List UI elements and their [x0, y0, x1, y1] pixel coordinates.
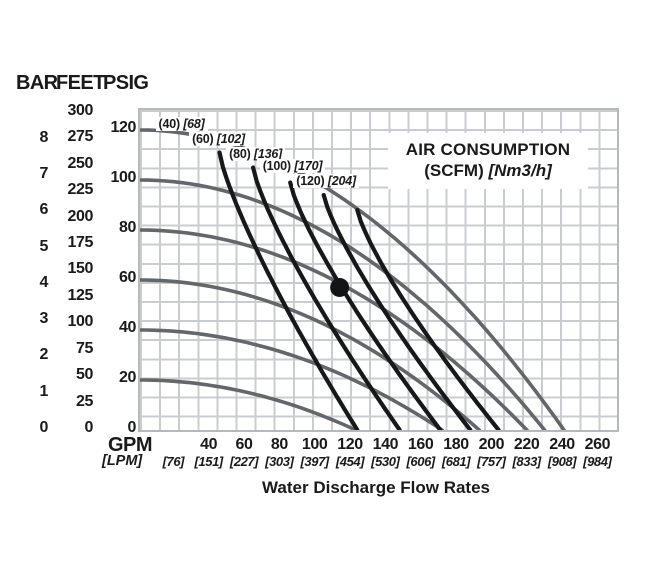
- psig-axis-tick: 120: [110, 119, 137, 136]
- legend-nm3h-unit: [Nm3/h]: [488, 161, 552, 181]
- air-curve-label: (120) [204]: [293, 174, 359, 188]
- bar-axis-tick: 4: [39, 273, 49, 291]
- air-curve-label-scfm: (40): [158, 116, 184, 131]
- psig-unit-label: PSIG: [103, 72, 149, 94]
- x-axis-title: Water Discharge Flow Rates: [262, 478, 490, 497]
- bar-axis-tick: 5: [39, 237, 49, 255]
- operating-point-dot: [330, 278, 350, 297]
- curves-canvas: [140, 128, 566, 430]
- bar-axis-tick: 8: [39, 128, 49, 146]
- air-curve-label-nm3h: [102]: [216, 131, 245, 146]
- bar-axis-tick: 3: [39, 310, 49, 328]
- bar-axis-tick: 0: [39, 419, 49, 436]
- bar-axis-tick: 1: [39, 382, 49, 400]
- feet-axis-tick: 75: [76, 339, 93, 357]
- bar-axis-tick: 2: [39, 346, 49, 364]
- gpm-tick-label: 160: [407, 436, 434, 453]
- psig-axis-tick: 60: [119, 269, 136, 286]
- psig-axis-tick: 40: [119, 319, 136, 336]
- bar-unit-label: BAR: [16, 72, 58, 94]
- legend-subtitle: (SCFM) [Nm3/h]: [390, 160, 586, 181]
- lpm-axis-label: [LPM]: [102, 453, 143, 469]
- air-consumption-curve: [251, 165, 402, 430]
- water-pressure-curve: [140, 178, 547, 430]
- feet-axis-tick: 150: [67, 260, 94, 278]
- legend-title: AIR CONSUMPTION: [405, 140, 571, 159]
- air-consumption-curve: [321, 192, 473, 430]
- feet-axis-tick: 25: [76, 392, 93, 410]
- pressure-units-header: BAR FEET PSIG: [16, 72, 149, 95]
- lpm-tick-label: [454]: [335, 454, 365, 469]
- psig-axis-tick: 80: [119, 219, 136, 236]
- feet-axis-tick: 200: [67, 207, 94, 225]
- feet-axis-tick: 0: [84, 419, 94, 436]
- air-consumption-curve: [288, 180, 443, 430]
- feet-axis-tick: 125: [67, 286, 94, 304]
- plot-area: AIR CONSUMPTION (SCFM) [Nm3/h] (40) [68]…: [138, 108, 619, 432]
- bar-axis-tick: 6: [39, 201, 49, 219]
- air-curve-label-scfm: (80): [229, 146, 254, 161]
- lpm-tick-label: [397]: [300, 454, 329, 469]
- air-consumption-legend: AIR CONSUMPTION (SCFM) [Nm3/h]: [388, 133, 588, 189]
- psig-axis-tick: 100: [110, 169, 137, 186]
- air-curve-label: (60) [102]: [189, 131, 248, 146]
- gpm-tick-label: 180: [443, 436, 469, 453]
- gpm-tick-label: 260: [584, 436, 611, 453]
- gpm-tick-label: 140: [372, 436, 399, 453]
- air-curve-label: (80) [136]: [226, 146, 286, 161]
- lpm-tick-label: [227]: [229, 454, 259, 469]
- lpm-tick-label: [151]: [194, 454, 223, 469]
- water-pressure-curve: [140, 378, 358, 430]
- air-curve-label: (40) [68]: [155, 116, 208, 131]
- air-curve-label-nm3h: [170]: [294, 159, 323, 173]
- gpm-tick-label: 40: [200, 436, 218, 453]
- feet-axis-tick: 225: [67, 181, 94, 199]
- bar-axis-tick: 7: [39, 164, 49, 182]
- feet-axis-tick: 50: [76, 366, 93, 384]
- feet-axis-tick: 275: [67, 128, 94, 146]
- air-curve-label-scfm: (60): [192, 131, 217, 146]
- air-curve-label-nm3h: [136]: [253, 146, 283, 161]
- psig-axis-tick: 20: [119, 369, 136, 386]
- gpm-tick-label: 120: [337, 436, 363, 453]
- feet-axis-tick: 250: [67, 154, 94, 172]
- gpm-tick-label: 220: [513, 436, 540, 453]
- feet-axis-tick: 100: [67, 313, 94, 331]
- lpm-tick-label: [908]: [547, 454, 577, 469]
- air-curve-label-scfm: (100): [262, 159, 295, 173]
- feet-unit-label: FEET: [56, 72, 105, 94]
- gpm-tick-label: 240: [549, 436, 575, 453]
- lpm-tick-label: [833]: [512, 454, 541, 469]
- lpm-tick-label: [530]: [371, 454, 400, 469]
- lpm-tick-label: [303]: [265, 454, 294, 469]
- lpm-tick-label: [757]: [477, 454, 506, 469]
- water-pressure-curve: [140, 278, 481, 430]
- lpm-tick-label: [76]: [162, 454, 185, 469]
- air-consumption-curve: [217, 150, 360, 430]
- air-curve-label-nm3h: [204]: [327, 174, 356, 188]
- air-consumption-curve: [355, 207, 501, 430]
- feet-axis-tick: 175: [67, 234, 94, 252]
- water-pressure-curve: [140, 228, 529, 430]
- lpm-tick-label: [681]: [441, 454, 471, 469]
- air-curve-label-nm3h: [68]: [183, 116, 205, 131]
- legend-scfm-unit: (SCFM): [424, 161, 484, 181]
- water-pressure-curve: [140, 328, 444, 430]
- gpm-tick-label: 200: [478, 436, 505, 453]
- lpm-tick-label: [984]: [583, 454, 612, 469]
- gpm-tick-label: 100: [301, 436, 328, 453]
- air-curve-label: (100) [170]: [259, 159, 326, 173]
- gpm-tick-label: 60: [235, 436, 253, 453]
- psig-axis-tick: 0: [127, 419, 137, 436]
- feet-axis-tick: 300: [67, 101, 94, 119]
- gpm-axis-label: GPM: [108, 434, 153, 456]
- lpm-tick-label: [606]: [406, 454, 435, 469]
- air-curve-label-scfm: (120): [296, 174, 328, 188]
- gpm-tick-label: 80: [270, 436, 288, 453]
